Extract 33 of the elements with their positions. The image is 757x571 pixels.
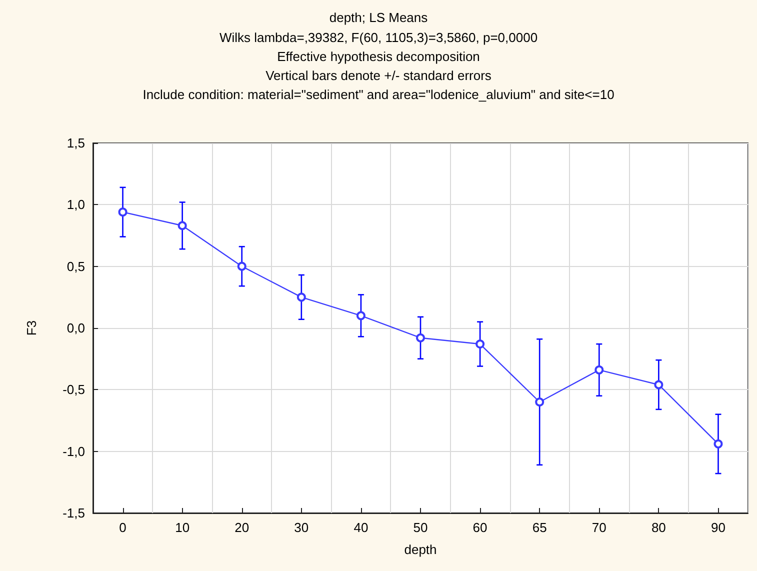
x-tick-label: 60 [472, 520, 488, 535]
point [594, 365, 604, 374]
x-tick-label: 10 [175, 520, 190, 535]
y-tick-label: -1,0 [62, 444, 85, 459]
x-tick-label: 40 [354, 520, 368, 535]
x-tick-label: 30 [294, 520, 309, 535]
x-tick-label: 0 [119, 520, 126, 535]
x-tick-label: 80 [651, 520, 666, 535]
x-tick-label: 65 [532, 520, 547, 535]
y-tick-label: -1,5 [62, 506, 85, 520]
x-tick-label: 20 [234, 520, 250, 535]
point [118, 208, 128, 217]
point [714, 439, 723, 448]
y-tick-label: -0,5 [62, 382, 85, 398]
x-axis-title: depth [404, 542, 437, 557]
y-tick-label: 1,5 [66, 136, 85, 150]
x-tick-label: 90 [710, 520, 726, 535]
y-tick-label: 0,0 [66, 320, 85, 336]
y-tick-label: 1,0 [66, 197, 85, 212]
chart-title: depth; LS Means [329, 10, 428, 25]
point [178, 221, 187, 230]
point [416, 333, 425, 342]
chart-subtitle: Wilks lambda=,39382, F(60, 1105,3)=3,5860, p=0,0000 Effective hypothesis decomposition Vertical bars denote +/- standard errors Include condition: material="sediment" and area="lodenice_aluvium" and site<=10 [142, 30, 614, 102]
point [296, 292, 306, 302]
point [476, 340, 485, 349]
x-tick-label: 70 [592, 520, 606, 535]
point [237, 262, 246, 271]
point [356, 311, 366, 320]
y-tick-label: 0,5 [66, 258, 85, 274]
y-axis-title: F3 [24, 320, 39, 336]
point [654, 380, 664, 390]
x-tick-label: 50 [413, 520, 428, 535]
point [535, 398, 544, 406]
